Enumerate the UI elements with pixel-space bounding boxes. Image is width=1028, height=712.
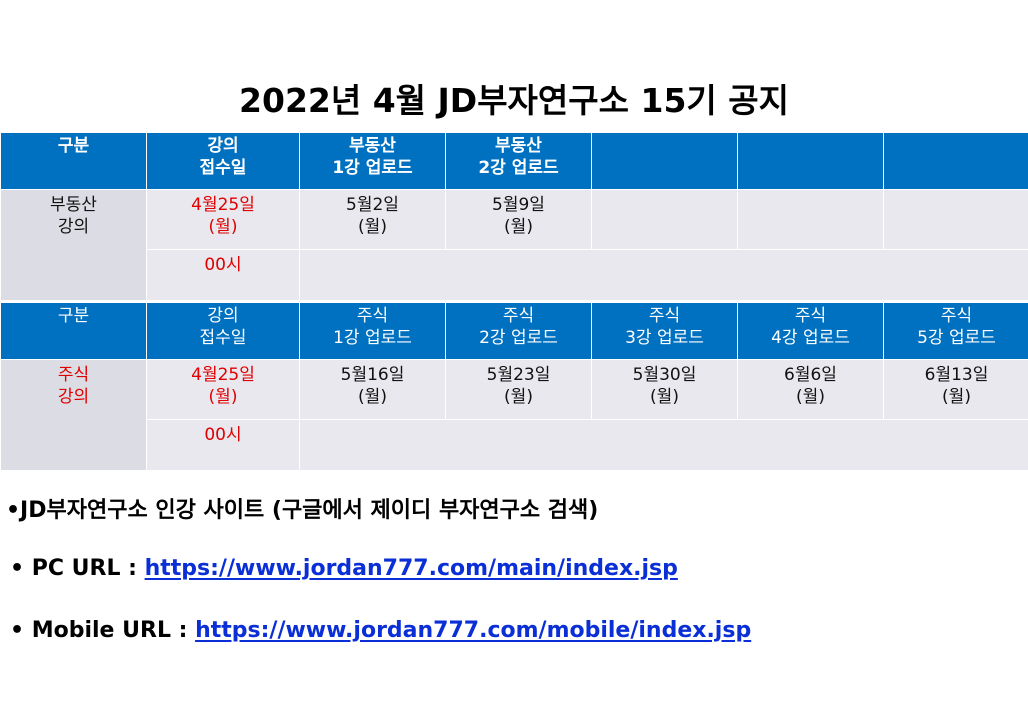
header-lecture-2: 부동산 2강 업로드: [445, 132, 592, 190]
lecture-date: 5월30일 (월): [591, 359, 738, 420]
registration-time: 00시: [146, 249, 300, 301]
header-lecture-4: 주식 4강 업로드: [737, 302, 884, 360]
table-row: 부동산 강의 4월25일 (월) 5월2일 (월) 5월9일 (월): [0, 189, 1028, 301]
empty-merged-cell: [299, 419, 1028, 471]
lecture-date: 6월13일 (월): [883, 359, 1028, 420]
lecture-date: 5월2일 (월): [299, 189, 446, 250]
mobile-url-link[interactable]: https://www.jordan777.com/mobile/index.j…: [195, 618, 752, 643]
header-category: 구분: [0, 132, 147, 190]
table-header-row: 구분 강의 접수일 주식 1강 업로드 주식 2강 업로드 주식 3강 업로드 …: [0, 302, 1028, 360]
site-note: •JD부자연구소 인강 사이트 (구글에서 제이디 부자연구소 검색): [6, 498, 599, 523]
lecture-date: 5월23일 (월): [445, 359, 592, 420]
header-empty: [737, 132, 884, 190]
pc-url-link[interactable]: https://www.jordan777.com/main/index.jsp: [144, 556, 678, 581]
mobile-url-label: • Mobile URL :: [10, 618, 196, 643]
page-title: 2022년 4월 JD부자연구소 15기 공지: [239, 81, 789, 120]
pc-url-label: • PC URL :: [10, 556, 145, 581]
stock-schedule-table: 구분 강의 접수일 주식 1강 업로드 주식 2강 업로드 주식 3강 업로드 …: [0, 302, 1028, 471]
header-lecture-3: 주식 3강 업로드: [591, 302, 738, 360]
header-lecture-1: 주식 1강 업로드: [299, 302, 446, 360]
header-category: 구분: [0, 302, 147, 360]
realestate-schedule-table: 구분 강의 접수일 부동산 1강 업로드 부동산 2강 업로드 부동산 강의 4…: [0, 132, 1028, 301]
header-registration-date: 강의 접수일: [146, 132, 300, 190]
header-lecture-5: 주식 5강 업로드: [883, 302, 1028, 360]
registration-time: 00시: [146, 419, 300, 471]
lecture-date: 5월16일 (월): [299, 359, 446, 420]
table-row: 주식 강의 4월25일 (월) 5월16일 (월) 5월23일 (월) 5월30…: [0, 359, 1028, 471]
lecture-date: 5월9일 (월): [445, 189, 592, 250]
lecture-date: 6월6일 (월): [737, 359, 884, 420]
empty-cell: [883, 189, 1028, 250]
table-header-row: 구분 강의 접수일 부동산 1강 업로드 부동산 2강 업로드: [0, 132, 1028, 190]
header-empty: [883, 132, 1028, 190]
header-registration-date: 강의 접수일: [146, 302, 300, 360]
registration-date: 4월25일 (월): [146, 189, 300, 250]
table-row: 00시: [1, 249, 1028, 301]
header-empty: [591, 132, 738, 190]
header-lecture-2: 주식 2강 업로드: [445, 302, 592, 360]
empty-merged-cell: [299, 249, 1028, 301]
mobile-url-line: • Mobile URL : https://www.jordan777.com…: [10, 618, 751, 643]
registration-date: 4월25일 (월): [146, 359, 300, 420]
category-label: 주식 강의: [0, 359, 147, 471]
table-row: 00시: [1, 419, 1028, 471]
empty-cell: [591, 189, 738, 250]
empty-cell: [737, 189, 884, 250]
category-label: 부동산 강의: [0, 189, 147, 301]
pc-url-line: • PC URL : https://www.jordan777.com/mai…: [10, 556, 678, 581]
header-lecture-1: 부동산 1강 업로드: [299, 132, 446, 190]
